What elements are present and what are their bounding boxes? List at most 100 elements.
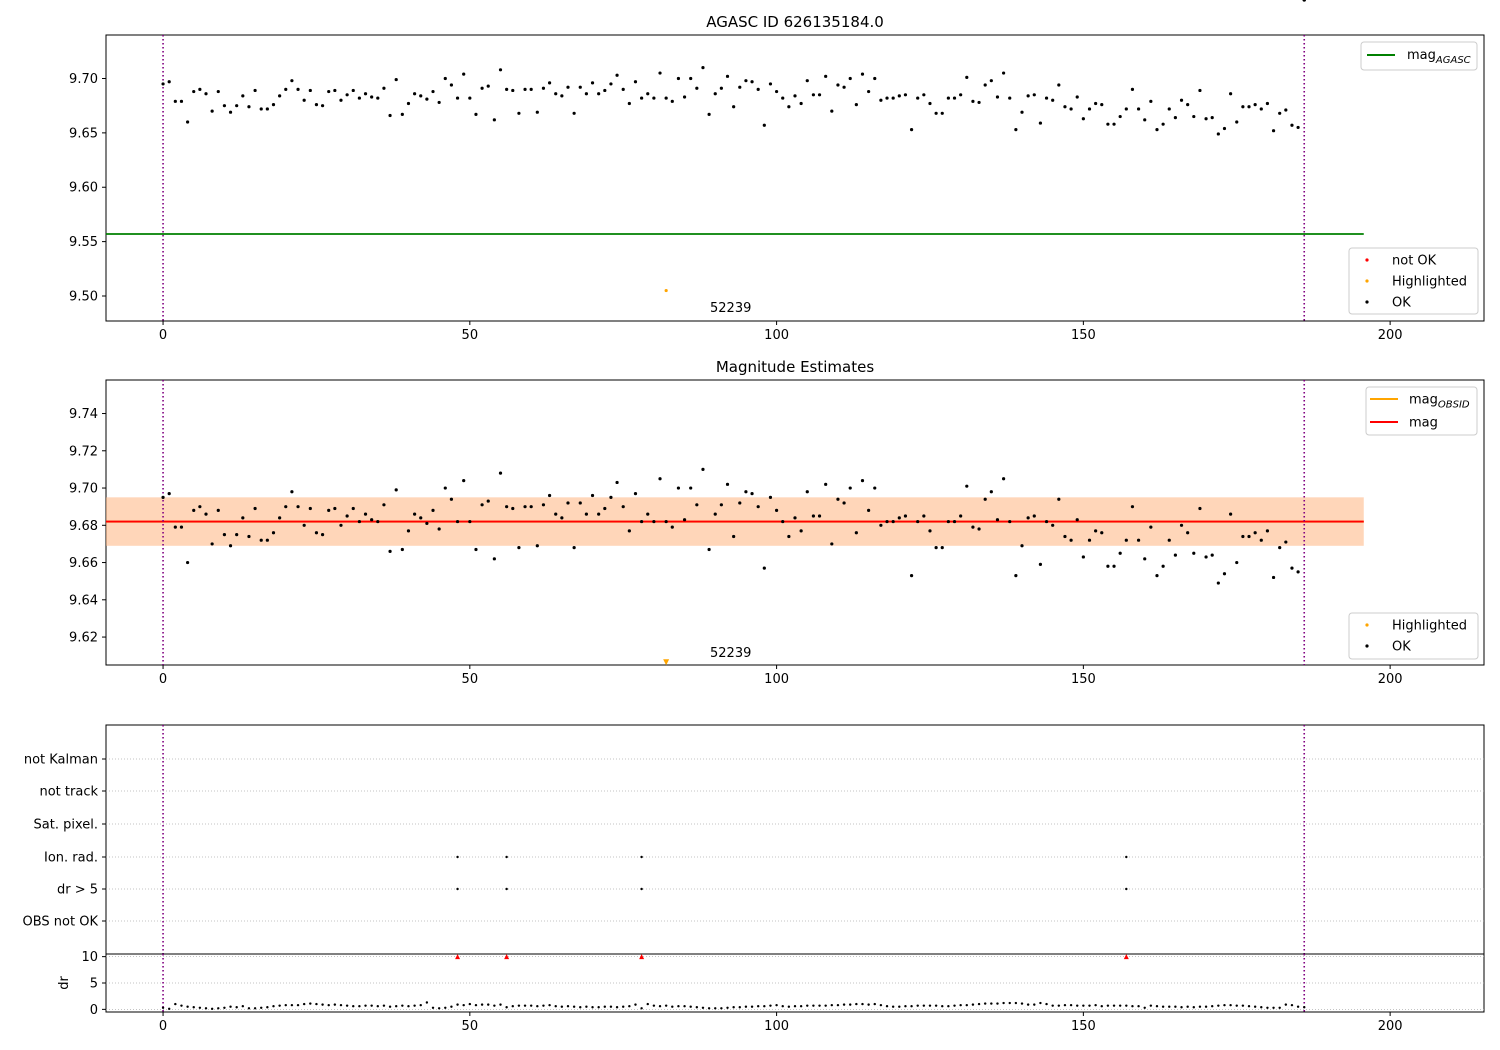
- panel1-point: [351, 88, 355, 93]
- panel2-point: [762, 566, 766, 570]
- panel1-point: [707, 112, 711, 116]
- panel4-dr-point: [707, 1007, 711, 1010]
- panel2-point: [216, 508, 220, 512]
- panel1-point: [400, 112, 404, 116]
- panel2-point: [977, 527, 981, 531]
- panel1-point: [1192, 114, 1196, 119]
- panel4-ytick-label-2: 10: [81, 950, 98, 965]
- panel2-point: [1216, 581, 1220, 585]
- panel2-point: [658, 477, 662, 481]
- panel1-point: [437, 100, 441, 105]
- panel4-dr-point: [652, 1004, 656, 1007]
- panel2-point: [394, 488, 398, 492]
- panel4-dr-point: [996, 1002, 999, 1005]
- panel1-point: [781, 96, 785, 100]
- panel1-point: [339, 98, 343, 102]
- panel1-point: [1204, 117, 1208, 121]
- panel4-dr-point: [977, 1002, 981, 1006]
- panel2-point: [370, 518, 374, 522]
- panel4-dr-point: [591, 1006, 594, 1009]
- panel2-point: [670, 525, 674, 529]
- panel1-point: [1155, 128, 1159, 132]
- panel2-point: [345, 514, 349, 518]
- panel4-dr-point: [744, 1005, 748, 1008]
- panel1-point: [867, 89, 871, 94]
- panel1-point: [468, 96, 472, 100]
- panel2-point: [627, 529, 631, 533]
- panel3-flag-point: [505, 887, 508, 891]
- panel2-point: [971, 525, 975, 529]
- panel4-dr-point: [554, 1005, 557, 1008]
- panel1-point: [253, 88, 257, 93]
- panel1-point: [713, 92, 717, 96]
- panel1-point: [314, 102, 319, 107]
- panel2-point: [1290, 566, 1294, 570]
- panel4-dr-point: [474, 1003, 478, 1007]
- panel4-dr-point: [161, 1006, 165, 1009]
- panel1-point: [1130, 87, 1135, 91]
- panel4-dr-point: [812, 1004, 815, 1007]
- panel2-point: [750, 492, 754, 496]
- panel1-point: [1198, 88, 1202, 93]
- panel4-dr-point: [910, 1005, 913, 1008]
- panel2-title: Magnitude Estimates: [716, 358, 874, 376]
- panel1-point: [541, 86, 546, 90]
- panel1-point: [799, 101, 803, 106]
- panel4-dr-point: [186, 1005, 189, 1008]
- panel2-point: [535, 544, 539, 548]
- panel1-point: [1100, 102, 1104, 107]
- panel4-dr-point: [462, 1003, 465, 1007]
- panel1-point: [633, 80, 638, 84]
- panel2-point: [302, 523, 306, 527]
- panel1-point: [505, 87, 509, 91]
- panel1-point: [370, 95, 374, 99]
- panel2-legend-marker-0: [1365, 623, 1369, 627]
- panel4-dr-point: [333, 1003, 337, 1006]
- panel4-dr-point: [204, 1007, 208, 1010]
- panel4-dr-point: [941, 1005, 944, 1008]
- panel2-point: [1149, 525, 1153, 529]
- panel2-point: [388, 549, 392, 553]
- panel1-point: [897, 94, 901, 98]
- panel2-point: [547, 493, 552, 498]
- panel1-point: [554, 92, 558, 96]
- panel2-highlighted-marker: [663, 659, 670, 666]
- panel1-point: [774, 89, 779, 94]
- panel2-point: [774, 508, 779, 512]
- panel1-point: [492, 118, 496, 122]
- panel2-point: [351, 506, 355, 511]
- panel2-point: [1161, 564, 1165, 568]
- panel1-point: [161, 82, 165, 86]
- panel1-point: [891, 96, 895, 100]
- panel4-dr-point: [321, 1003, 324, 1006]
- panel4-dr-point: [1057, 1004, 1061, 1007]
- panel4-dr-point: [689, 1005, 692, 1008]
- panel2-point: [210, 542, 214, 546]
- panel2-point: [909, 573, 914, 578]
- panel4-dr-point: [947, 1005, 950, 1008]
- panel4-dr-gt5-marker: [639, 954, 645, 960]
- panel2-point: [1008, 519, 1012, 524]
- panel4-dr-point: [793, 1005, 797, 1008]
- panel1-point: [333, 88, 337, 93]
- panel1-xtick-label-50: 50: [462, 328, 479, 343]
- panel2-point: [590, 493, 595, 498]
- panel2-point: [167, 492, 171, 496]
- panel2-point: [1265, 529, 1270, 533]
- panel2-point: [1278, 546, 1282, 550]
- panel3-axes: [105, 724, 1485, 955]
- panel2-point: [474, 547, 478, 552]
- panel1-point: [682, 95, 687, 99]
- panel4-dr-point: [1002, 1001, 1005, 1005]
- panel1-point: [1063, 105, 1067, 109]
- panel2-point: [1259, 538, 1263, 542]
- panel1-point: [1075, 95, 1079, 99]
- panel2-point: [732, 534, 736, 539]
- panel2-point: [1026, 516, 1030, 520]
- panel1-point: [1026, 94, 1030, 98]
- panel4-dr-point: [726, 1006, 729, 1009]
- panel2-point: [222, 533, 227, 537]
- panel3-flag-point: [456, 855, 459, 859]
- panel4-dr-point: [511, 1005, 514, 1008]
- panel2-point: [529, 505, 533, 509]
